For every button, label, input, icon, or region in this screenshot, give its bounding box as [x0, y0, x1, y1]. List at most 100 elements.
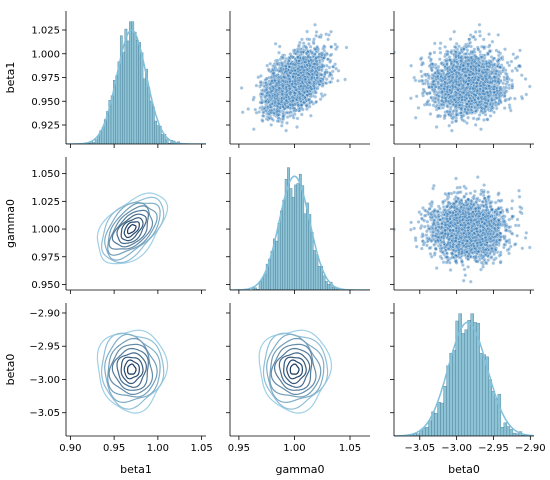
scatter-point — [281, 56, 285, 61]
scatter-point — [240, 110, 245, 115]
scatter-point — [314, 77, 318, 82]
scatter-point — [301, 55, 306, 60]
scatter-point — [302, 100, 307, 105]
scatter-point — [292, 72, 297, 76]
scatter-point — [324, 32, 329, 37]
scatter-point — [277, 50, 281, 55]
scatter-point — [279, 123, 284, 128]
hist-bar — [149, 100, 153, 144]
scatter-point — [455, 65, 459, 69]
scatter-point — [509, 59, 514, 64]
scatter-point — [305, 67, 310, 72]
scatter-point — [303, 77, 308, 81]
scatter-point — [265, 63, 270, 68]
scatter-point — [287, 76, 292, 81]
scatter-point — [262, 84, 266, 88]
scatter-point — [283, 69, 288, 74]
hist-bar — [154, 120, 158, 144]
scatter-point — [275, 62, 280, 66]
hist-bar — [147, 87, 151, 144]
scatter-point — [279, 87, 283, 92]
scatter-point — [275, 107, 280, 112]
scatter-point — [310, 75, 314, 80]
scatter-point — [481, 65, 486, 69]
scatter-point — [298, 75, 303, 80]
scatter-point — [298, 56, 303, 61]
scatter-point — [324, 70, 329, 75]
scatter-point — [260, 107, 265, 112]
scatter-point — [313, 70, 317, 75]
scatter-point — [443, 45, 447, 49]
scatter-point — [302, 84, 307, 88]
scatter-point — [276, 87, 281, 92]
scatter-point — [498, 90, 503, 95]
scatter-point — [321, 46, 325, 51]
scatter-point — [492, 110, 496, 115]
scatter-point — [458, 111, 463, 115]
scatter-point — [289, 54, 294, 58]
scatter-point — [315, 66, 319, 71]
scatter-point — [269, 96, 274, 101]
scatter-point — [433, 62, 438, 67]
scatter-point — [260, 88, 264, 93]
scatter-point — [476, 96, 481, 101]
scatter-point — [493, 62, 497, 67]
scatter-point — [290, 82, 294, 87]
scatter-point — [295, 125, 299, 129]
scatter-point — [279, 98, 284, 102]
scatter-point — [300, 93, 305, 98]
scatter-point — [487, 84, 491, 88]
scatter-point — [281, 84, 285, 88]
scatter-point — [431, 98, 435, 103]
scatter-point — [298, 96, 302, 101]
scatter-point — [296, 73, 301, 77]
scatter-point — [448, 113, 453, 118]
scatter-point — [502, 106, 507, 110]
scatter-point — [260, 119, 265, 123]
scatter-point — [301, 57, 306, 62]
scatter-point — [473, 105, 477, 110]
scatter-point — [418, 57, 423, 61]
y-tick-label: 1.000 — [31, 49, 60, 60]
scatter-point — [494, 96, 499, 101]
scatter-point — [314, 99, 319, 104]
scatter-point — [427, 74, 432, 79]
scatter-point — [264, 80, 268, 85]
scatter-point — [273, 100, 278, 105]
scatter-point — [300, 80, 305, 84]
scatter-point — [437, 57, 442, 62]
scatter-point — [317, 34, 321, 39]
scatter-point — [479, 127, 483, 132]
scatter-point — [467, 52, 472, 56]
scatter-point — [292, 85, 297, 89]
hist-bar — [165, 139, 169, 144]
scatter-point — [305, 63, 310, 68]
scatter-point — [284, 93, 289, 97]
scatter-point — [421, 81, 425, 86]
scatter-point — [476, 116, 481, 121]
scatter-point — [422, 72, 427, 77]
scatter-point — [310, 50, 315, 55]
scatter-point — [473, 98, 477, 102]
scatter-point — [501, 81, 506, 86]
scatter-point — [283, 59, 287, 64]
scatter-point — [294, 82, 298, 86]
scatter-point — [305, 29, 309, 34]
panel-beta1-vs-gamma0 — [226, 11, 370, 148]
scatter-point — [328, 60, 332, 64]
scatter-point — [276, 80, 281, 85]
scatter-point — [257, 110, 262, 114]
scatter-point — [294, 51, 299, 56]
scatter-point — [312, 37, 316, 42]
scatter-point — [307, 97, 312, 102]
scatter-point — [508, 105, 512, 110]
scatter-point — [409, 63, 413, 68]
scatter-point — [305, 107, 309, 111]
scatter-point — [280, 62, 284, 67]
scatter-point — [271, 71, 276, 75]
scatter-point — [487, 32, 491, 37]
hist-bar — [161, 134, 164, 144]
scatter-point — [302, 90, 307, 94]
scatter-point — [515, 68, 520, 73]
hist-bar — [152, 106, 155, 144]
